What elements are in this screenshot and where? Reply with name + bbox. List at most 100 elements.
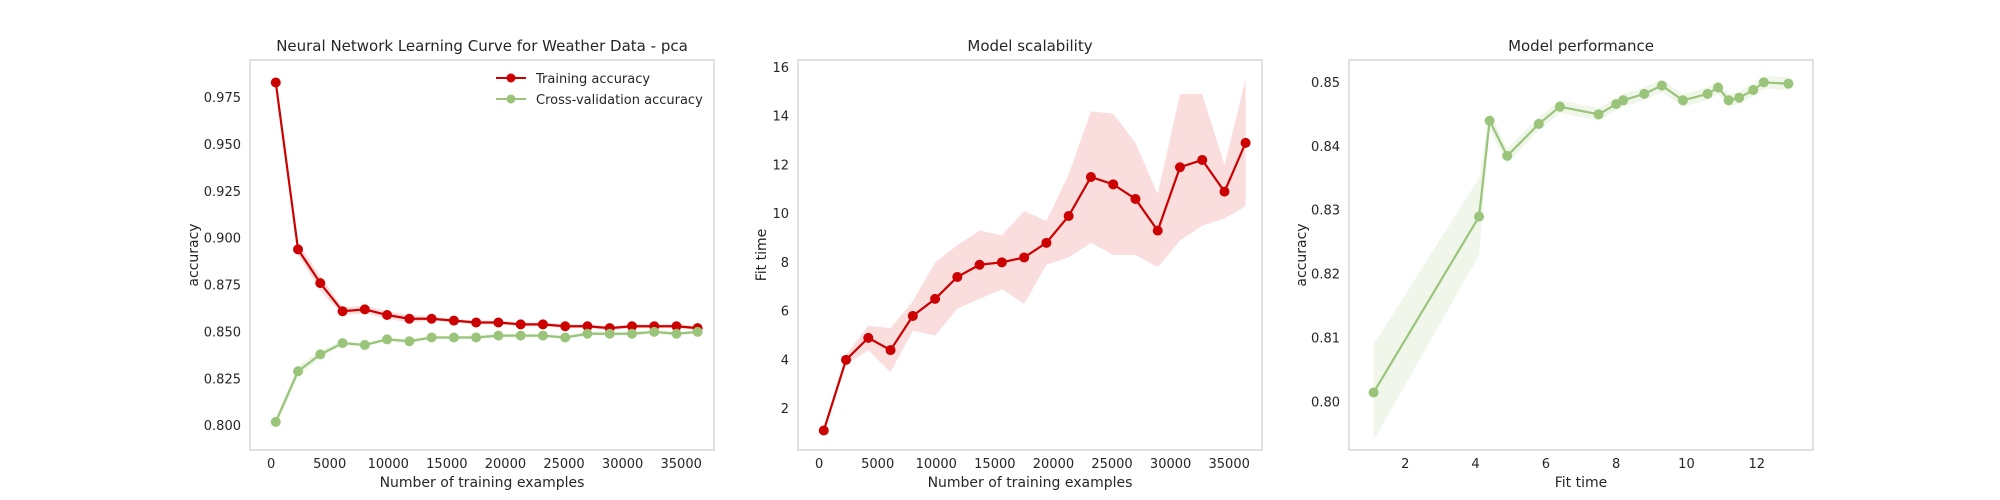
y-tick-label: 0.85	[1311, 76, 1340, 91]
data-point	[1240, 137, 1251, 148]
bands	[1373, 75, 1789, 441]
y-ticks: 0.80 0.81 0.82 0.83 0.84 0.85	[1311, 76, 1340, 411]
x-tick-label: 20000	[1033, 457, 1074, 472]
data-point	[1152, 225, 1163, 236]
data-point	[626, 328, 637, 339]
data-point	[885, 345, 896, 356]
series-lines	[1368, 77, 1794, 398]
legend: Training accuracy Cross-validation accur…	[496, 72, 703, 108]
data-point	[448, 315, 459, 326]
data-point	[1019, 252, 1030, 263]
data-point	[537, 319, 548, 330]
data-point	[1639, 88, 1650, 99]
plot-frame	[1348, 59, 1814, 451]
legend-marker-training	[506, 73, 516, 83]
y-tick-label: 0.83	[1311, 204, 1340, 219]
data-point	[671, 328, 682, 339]
panel-performance: Model performance 2 4 6 8 10 12 0.800.810.820…	[1294, 37, 1814, 491]
y-tick-label: 8	[781, 256, 789, 271]
y-tick-label: 16	[772, 61, 789, 76]
data-point	[315, 278, 326, 289]
x-axis-label: Number of training examples	[928, 475, 1133, 491]
x-tick-label: 0	[815, 457, 823, 472]
data-point	[1656, 80, 1667, 91]
y-tick-label: 10	[772, 207, 789, 222]
y-axis-label: accuracy	[1294, 223, 1310, 286]
y-ticks: 2 4 6 8 10 12 14 16	[772, 61, 789, 417]
data-point	[930, 293, 941, 304]
data-point	[604, 328, 615, 339]
series-lines	[270, 77, 703, 427]
data-point	[1593, 109, 1604, 120]
data-point	[426, 332, 437, 343]
x-tick-label: 35000	[661, 457, 702, 472]
bands	[823, 79, 1246, 433]
data-point	[1554, 101, 1565, 112]
legend-label-cv: Cross-validation accuracy	[536, 93, 703, 108]
data-point	[1197, 154, 1208, 165]
data-point	[671, 321, 682, 332]
x-tick-label: 0	[267, 457, 275, 472]
data-point	[537, 330, 548, 341]
y-tick-label: 0.850	[204, 325, 241, 340]
data-point	[626, 321, 637, 332]
data-point	[841, 354, 852, 365]
data-point	[907, 310, 918, 321]
x-tick-label: 35000	[1209, 457, 1250, 472]
data-point	[382, 334, 393, 345]
data-point	[1723, 95, 1734, 106]
chart-title: Model scalability	[967, 37, 1092, 55]
data-point	[996, 257, 1007, 268]
data-point	[404, 336, 415, 347]
data-point	[382, 310, 393, 320]
x-axis-label: Fit time	[1555, 475, 1608, 491]
legend-label-training: Training accuracy	[535, 72, 650, 87]
x-ticks: 0 5000 10000 15000 20000 25000 30000 35000	[267, 457, 702, 472]
data-point	[1219, 186, 1230, 197]
chart-title: Model performance	[1508, 37, 1654, 55]
series-line-training	[822, 142, 1247, 431]
plot-frame	[249, 59, 715, 451]
data-point	[1618, 95, 1629, 106]
x-tick-label: 5000	[861, 457, 894, 472]
data-point	[1734, 92, 1745, 103]
panel-scalability: Model scalability 0 5000 10000 15000 20000 25…	[754, 37, 1263, 491]
data-point	[337, 306, 348, 317]
data-point	[1041, 237, 1052, 248]
y-tick-label: 0.81	[1311, 332, 1340, 347]
x-tick-label: 20000	[485, 457, 526, 472]
y-tick-label: 0.825	[204, 372, 241, 387]
data-point	[1174, 162, 1185, 173]
data-point	[515, 330, 526, 341]
y-tick-label: 0.82	[1311, 268, 1340, 283]
y-tick-label: 0.975	[204, 91, 241, 106]
data-point	[1130, 193, 1141, 204]
y-tick-label: 0.80	[1311, 396, 1340, 411]
data-point	[493, 317, 504, 328]
data-point	[337, 338, 348, 349]
legend-marker-cv	[506, 94, 516, 104]
data-point	[359, 304, 370, 315]
data-point	[818, 425, 829, 436]
data-point	[1108, 179, 1119, 190]
data-point	[1484, 115, 1495, 126]
data-point	[1758, 77, 1769, 88]
x-tick-label: 10	[1678, 457, 1695, 472]
std-band-training	[275, 82, 698, 330]
x-tick-label: 15000	[974, 457, 1015, 472]
data-point	[471, 317, 482, 328]
data-point	[582, 328, 593, 339]
x-tick-label: 6	[1542, 457, 1550, 472]
y-ticks: 0.800 0.825 0.850 0.875 0.900 0.925 0.950 0.975	[204, 91, 241, 434]
x-tick-label: 25000	[543, 457, 584, 472]
series-line-training	[274, 82, 698, 330]
data-point	[426, 313, 437, 324]
x-tick-label: 8	[1612, 457, 1620, 472]
y-tick-label: 14	[772, 110, 789, 125]
data-point	[560, 321, 571, 332]
std-band-training	[823, 79, 1246, 433]
x-tick-label: 4	[1471, 457, 1479, 472]
data-point	[359, 340, 370, 350]
y-tick-label: 12	[772, 158, 789, 173]
